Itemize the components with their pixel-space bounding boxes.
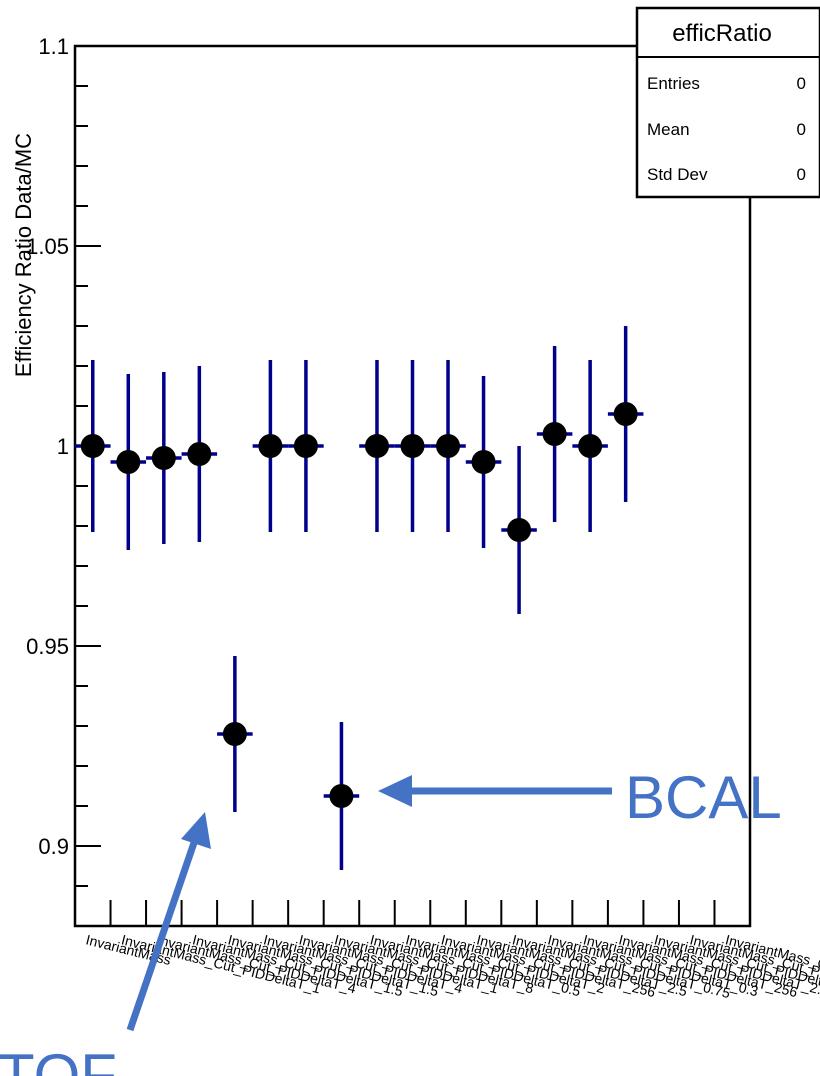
data-point <box>329 784 354 808</box>
stats-row-value: 0 <box>797 120 806 139</box>
tof-arrow-head <box>181 812 211 849</box>
bcal-label: BCAL <box>625 764 782 831</box>
data-point <box>151 446 176 470</box>
data-point <box>293 434 318 458</box>
y-tick-label: 0.95 <box>26 634 69 659</box>
data-point <box>187 442 212 466</box>
data-point <box>613 402 638 426</box>
data-point <box>436 434 461 458</box>
y-tick-label: 1 <box>57 434 69 459</box>
data-point <box>80 434 105 458</box>
data-point <box>116 450 141 474</box>
stats-row-value: 0 <box>797 165 806 184</box>
stats-box: efficRatio Entries 0 Mean 0 Std Dev 0 <box>635 6 820 199</box>
category-labels: InvariantMassInvariantMass_Cut_PIDDeltaT… <box>84 931 820 1001</box>
y-tick-label: 0.9 <box>38 834 69 859</box>
data-point <box>471 450 496 474</box>
stats-row-label: Std Dev <box>647 165 708 184</box>
data-point <box>400 434 425 458</box>
stats-row-label: Entries <box>647 74 700 93</box>
data-point <box>258 434 283 458</box>
stats-box-title: efficRatio <box>672 20 772 47</box>
y-axis-title: Efficiency Ratio Data/MC <box>11 133 36 377</box>
tof-label: TOF <box>0 1042 117 1076</box>
data-point <box>542 422 567 446</box>
y-tick-labels: 0.9 0.95 1 1.05 1.1 <box>26 34 69 859</box>
y-tick-label: 1.05 <box>26 234 69 259</box>
stats-row-label: Mean <box>647 120 690 139</box>
tof-annotation: TOF <box>0 812 211 1076</box>
y-tick-label: 1.1 <box>38 34 69 59</box>
data-points <box>80 402 638 808</box>
stats-row-value: 0 <box>797 74 806 93</box>
data-point <box>222 722 247 746</box>
bcal-annotation: BCAL <box>378 764 782 831</box>
data-point <box>507 518 532 542</box>
tof-arrow-shaft <box>126 832 201 1032</box>
data-point <box>364 434 389 458</box>
bcal-arrow-head <box>378 775 412 807</box>
data-point <box>578 434 603 458</box>
